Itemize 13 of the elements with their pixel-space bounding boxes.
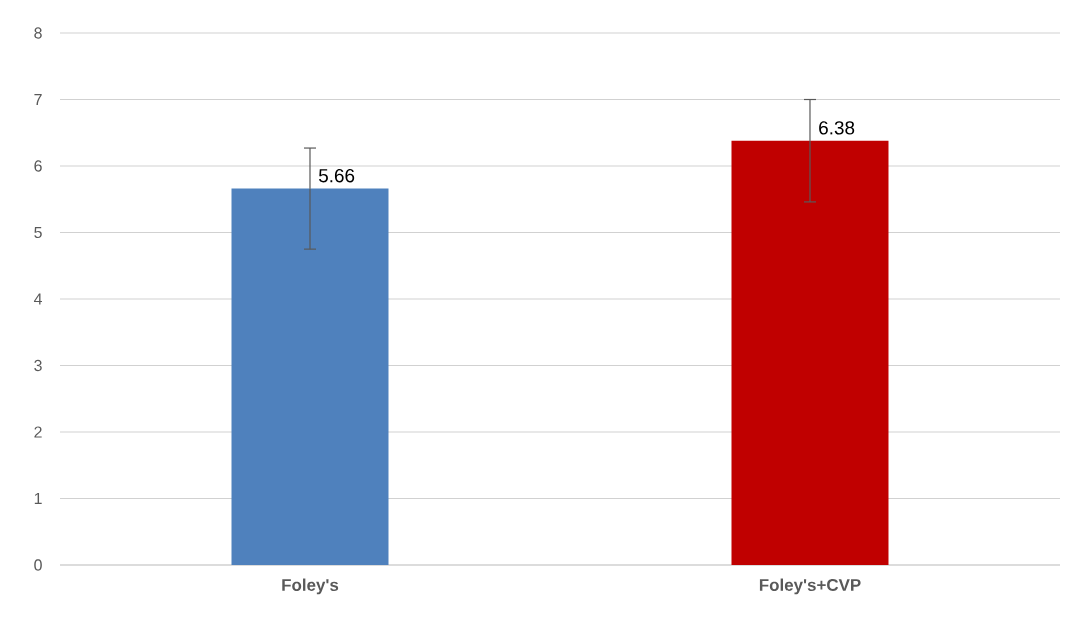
y-tick-label: 7: [34, 94, 42, 105]
y-tick-label: 3: [34, 359, 42, 372]
x-tick-label: Foley's: [282, 578, 339, 595]
y-tick-label: 0: [34, 559, 42, 571]
y-tick-label: 8: [34, 27, 42, 39]
y-tick-label: 2: [34, 426, 42, 438]
y-tick-label: 4: [33, 293, 43, 305]
data-label: 6.38: [819, 121, 855, 135]
data-label: 5.66: [318, 169, 355, 183]
y-tick-label: 1: [34, 493, 42, 504]
x-tick-label: Foley's+CVP: [759, 578, 861, 595]
y-tick-label: 5: [34, 226, 42, 239]
y-tick-label: 6: [34, 160, 42, 172]
